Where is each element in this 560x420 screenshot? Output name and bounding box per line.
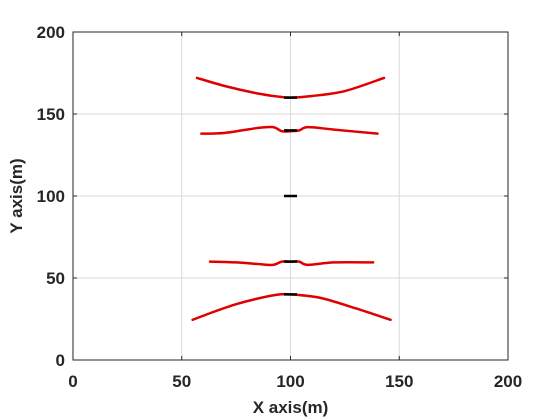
x-tick-label: 0 xyxy=(68,372,77,391)
x-axis-label: X axis(m) xyxy=(253,398,329,417)
y-tick-label: 100 xyxy=(37,187,65,206)
y-tick-label: 200 xyxy=(37,23,65,42)
plot-area xyxy=(191,76,392,322)
x-tick-label: 150 xyxy=(385,372,413,391)
y-tick-label: 50 xyxy=(46,269,65,288)
y-tick-label: 150 xyxy=(37,105,65,124)
x-tick-label: 100 xyxy=(276,372,304,391)
x-tick-label: 50 xyxy=(172,372,191,391)
y-axis-label: Y axis(m) xyxy=(7,158,26,233)
axis-ticks: 0 50 100 150 200 0 50 100 150 200 xyxy=(37,23,523,391)
x-tick-label: 200 xyxy=(494,372,522,391)
y-tick-label: 0 xyxy=(56,351,65,370)
